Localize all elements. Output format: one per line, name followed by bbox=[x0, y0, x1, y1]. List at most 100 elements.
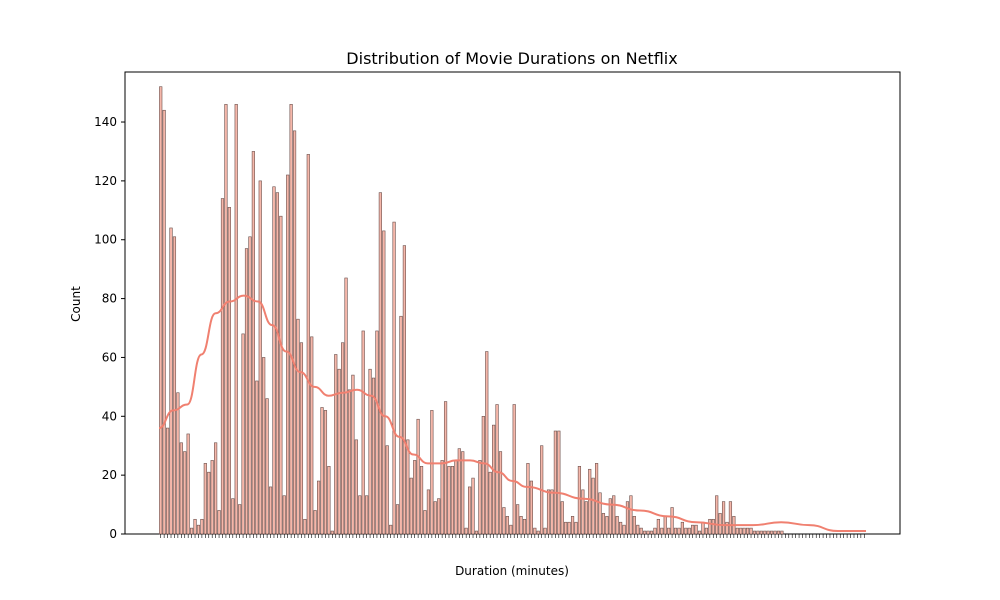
histogram-bar bbox=[354, 439, 358, 535]
histogram-bar bbox=[464, 527, 468, 535]
y-tick-label: 80 bbox=[102, 292, 117, 306]
histogram-bar bbox=[721, 501, 726, 535]
histogram-bar bbox=[471, 477, 475, 535]
histogram-bar bbox=[759, 530, 763, 535]
histogram-bar bbox=[529, 480, 533, 535]
histogram-bar bbox=[265, 398, 269, 535]
histogram-bar bbox=[272, 186, 276, 535]
histogram-bar bbox=[292, 130, 297, 535]
histogram-bar bbox=[735, 527, 739, 535]
histogram-bar bbox=[186, 433, 190, 535]
histogram-bar bbox=[169, 227, 173, 535]
histogram-bar bbox=[636, 524, 640, 535]
histogram-bar bbox=[570, 516, 575, 535]
histogram-bar bbox=[509, 524, 513, 535]
histogram-bar bbox=[282, 495, 286, 535]
histogram-bar bbox=[742, 527, 746, 535]
histogram-bar bbox=[347, 389, 352, 535]
histogram-bar bbox=[214, 442, 218, 535]
histogram-bar bbox=[172, 236, 177, 535]
histogram-bar bbox=[639, 527, 643, 535]
histogram-bar bbox=[179, 442, 183, 535]
histogram-bar bbox=[409, 477, 413, 535]
histogram-bar bbox=[670, 507, 674, 535]
histogram-bar bbox=[725, 521, 729, 535]
histogram-bar bbox=[718, 513, 722, 535]
y-tick-label: 100 bbox=[94, 233, 117, 247]
histogram-bar bbox=[663, 516, 667, 535]
histogram-bar bbox=[327, 466, 331, 535]
histogram-bar bbox=[594, 463, 599, 535]
histogram-bar bbox=[728, 501, 733, 535]
histogram-bar bbox=[625, 501, 630, 535]
histogram-bar bbox=[310, 336, 314, 535]
histogram-bar bbox=[176, 392, 180, 535]
histogram-bar bbox=[619, 521, 623, 535]
histogram-bar bbox=[522, 518, 527, 535]
histogram-bar bbox=[687, 527, 691, 535]
histogram-bar bbox=[468, 486, 472, 535]
histogram-bar bbox=[402, 245, 406, 535]
histogram-bar bbox=[296, 318, 300, 535]
histogram-bar bbox=[766, 530, 770, 535]
histogram-bar bbox=[581, 489, 585, 535]
histogram-bar bbox=[183, 451, 187, 535]
histogram-bar bbox=[533, 527, 537, 535]
y-tick-label: 60 bbox=[102, 350, 117, 364]
histogram-bar bbox=[588, 468, 592, 535]
histogram-bar bbox=[543, 527, 547, 535]
histogram-bar bbox=[330, 530, 334, 535]
histogram-bar bbox=[419, 466, 424, 535]
histogram-bar bbox=[560, 501, 564, 535]
y-axis-label: Count bbox=[69, 286, 83, 322]
histogram-bar bbox=[392, 221, 396, 535]
histogram-bar bbox=[165, 427, 170, 535]
histogram-bar bbox=[550, 489, 554, 535]
histogram-bar bbox=[488, 471, 492, 535]
histogram-bar bbox=[749, 527, 753, 535]
histogram-bar bbox=[746, 527, 750, 535]
histogram-bar bbox=[485, 351, 489, 535]
histogram-bar bbox=[680, 521, 684, 535]
histogram-bar bbox=[207, 471, 211, 535]
histogram-bar bbox=[536, 530, 540, 535]
histogram-bar bbox=[320, 407, 324, 535]
histogram-bar bbox=[591, 477, 595, 535]
histogram-bar bbox=[440, 460, 444, 535]
histogram-bar bbox=[574, 521, 578, 535]
plot-area: 0 20 40 60 80 100 120 140 bbox=[94, 71, 901, 541]
histogram-bar bbox=[526, 463, 530, 535]
histogram-bar bbox=[317, 480, 321, 535]
histogram-bar bbox=[303, 518, 307, 535]
histogram-bar bbox=[694, 524, 698, 535]
histogram-bar bbox=[691, 524, 695, 535]
histogram-bar bbox=[231, 498, 235, 535]
histogram-bar bbox=[492, 424, 496, 535]
histogram-bar bbox=[708, 518, 712, 535]
y-tick-label: 20 bbox=[102, 468, 117, 482]
histogram-bar bbox=[255, 380, 259, 535]
histogram-bar bbox=[653, 527, 657, 535]
histogram-bar bbox=[447, 466, 451, 535]
histogram-bar bbox=[567, 521, 571, 535]
histogram-bar bbox=[667, 527, 671, 535]
histogram-bar bbox=[423, 510, 427, 535]
histogram-bar bbox=[622, 524, 626, 535]
histogram-bar bbox=[615, 516, 619, 535]
chart-title: Distribution of Movie Durations on Netfl… bbox=[346, 49, 677, 68]
histogram-bar bbox=[711, 518, 715, 535]
histogram-bar bbox=[564, 521, 568, 535]
histogram-bar bbox=[399, 315, 403, 535]
histogram-bar bbox=[701, 521, 705, 535]
histogram-bar bbox=[433, 501, 437, 535]
histogram-bar bbox=[371, 377, 376, 535]
histogram-bar bbox=[193, 518, 197, 535]
histogram-bar bbox=[512, 404, 516, 535]
histogram-bar bbox=[406, 439, 410, 535]
histogram-bar bbox=[227, 207, 231, 535]
histogram-bar bbox=[598, 492, 602, 535]
histogram-bar bbox=[378, 192, 382, 535]
y-tick-label: 40 bbox=[102, 409, 117, 423]
histogram-bar bbox=[416, 418, 420, 535]
